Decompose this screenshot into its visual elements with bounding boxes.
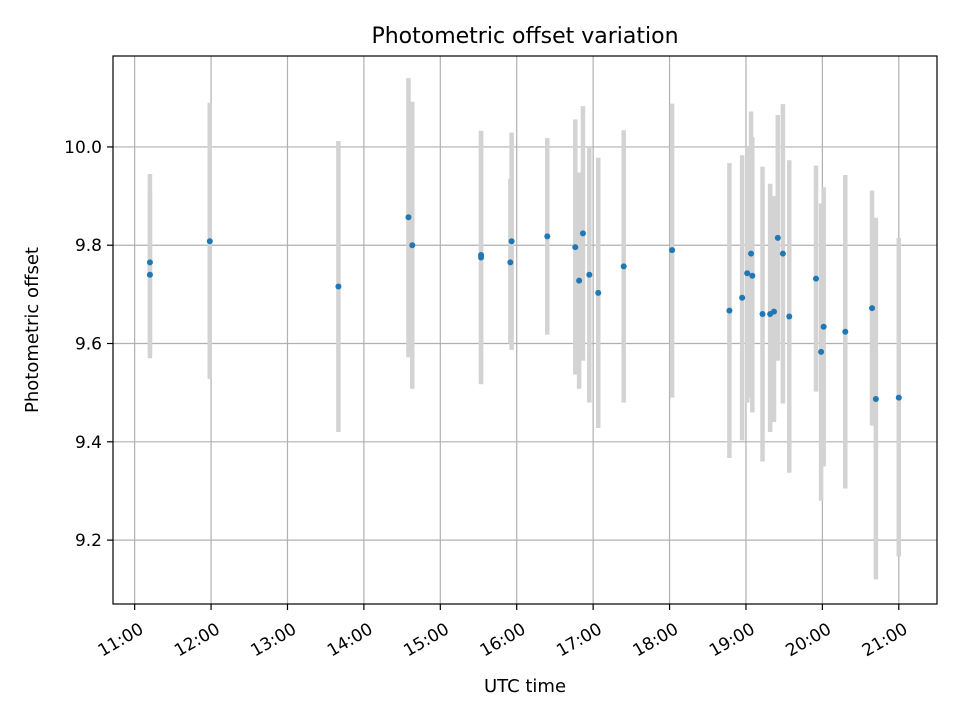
- data-point: [409, 242, 416, 249]
- data-point: [544, 233, 551, 240]
- data-point: [586, 271, 593, 278]
- data-point: [595, 289, 602, 296]
- data-point: [749, 272, 756, 279]
- data-point: [478, 252, 485, 259]
- data-point: [774, 234, 781, 241]
- y-tick-label: 9.8: [75, 236, 102, 256]
- y-tick-label: 9.6: [75, 335, 102, 355]
- data-point: [669, 247, 676, 254]
- data-point: [146, 271, 153, 278]
- plot-area-frame: [112, 55, 938, 605]
- y-axis-label: Photometric offset: [22, 247, 43, 413]
- chart-title: Photometric offset variation: [371, 24, 678, 49]
- data-point: [572, 244, 579, 251]
- data-points: [146, 214, 902, 403]
- data-point: [146, 259, 153, 266]
- data-point: [508, 238, 515, 245]
- data-point: [813, 275, 820, 282]
- data-point: [576, 277, 583, 284]
- data-point: [335, 283, 342, 290]
- y-tick-label: 9.2: [75, 531, 102, 551]
- data-point: [579, 230, 586, 237]
- y-axis-ticks: 9.2 9.4 9.6 9.8 10.0: [64, 138, 113, 551]
- y-tick-label: 10.0: [64, 138, 102, 158]
- data-point: [405, 214, 412, 221]
- y-tick-label: 9.4: [75, 433, 102, 453]
- data-point: [748, 250, 755, 257]
- data-point: [759, 311, 766, 318]
- data-point: [779, 250, 786, 257]
- data-point: [507, 259, 514, 266]
- data-point: [770, 308, 777, 315]
- data-point: [818, 348, 825, 355]
- data-point: [739, 294, 746, 301]
- data-point: [842, 328, 849, 335]
- data-point: [744, 270, 751, 277]
- data-point: [895, 394, 902, 401]
- data-point: [620, 263, 627, 270]
- x-axis-label: UTC time: [484, 676, 566, 697]
- data-point: [820, 323, 827, 330]
- data-point: [726, 307, 733, 314]
- data-point: [869, 305, 876, 312]
- data-point: [206, 238, 213, 245]
- data-point: [786, 313, 793, 320]
- data-point: [872, 396, 879, 403]
